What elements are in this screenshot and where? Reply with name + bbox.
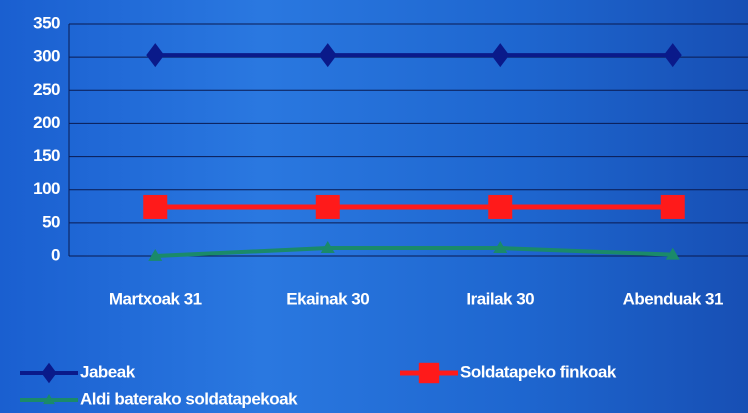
legend-label: Aldi baterako soldatapekoak (80, 389, 298, 408)
marker (491, 43, 510, 68)
legend-marker (418, 362, 440, 384)
y-tick-label: 100 (33, 179, 60, 198)
marker (493, 241, 508, 253)
marker (315, 194, 340, 219)
marker (665, 247, 680, 260)
marker (660, 194, 685, 219)
y-tick-label: 350 (33, 13, 60, 32)
legend-label: Soldatapeko finkoak (460, 362, 617, 381)
legend-marker (43, 394, 55, 405)
y-tick-label: 300 (33, 47, 60, 66)
y-tick-label: 0 (51, 245, 60, 264)
y-tick-label: 250 (33, 80, 60, 99)
marker (318, 43, 337, 68)
legend-item: Jabeak (20, 362, 136, 384)
marker (148, 249, 163, 261)
y-tick-label: 50 (42, 212, 60, 231)
legend-label: Jabeak (80, 362, 136, 381)
marker (146, 43, 165, 68)
marker (143, 194, 168, 219)
y-tick-label: 200 (33, 113, 60, 132)
legend-item: Soldatapeko finkoak (400, 362, 617, 384)
x-tick-label: Irailak 30 (466, 289, 534, 308)
x-tick-label: Abenduak 31 (623, 289, 723, 308)
series-line (155, 246, 673, 258)
marker (320, 241, 335, 253)
marker (663, 43, 682, 68)
x-tick-label: Martxoak 31 (109, 289, 202, 308)
legend-marker (41, 362, 57, 384)
y-tick-label: 150 (33, 146, 60, 165)
x-tick-label: Ekainak 30 (286, 289, 369, 308)
legend-item: Aldi baterako soldatapekoak (20, 389, 299, 408)
marker (488, 194, 513, 219)
